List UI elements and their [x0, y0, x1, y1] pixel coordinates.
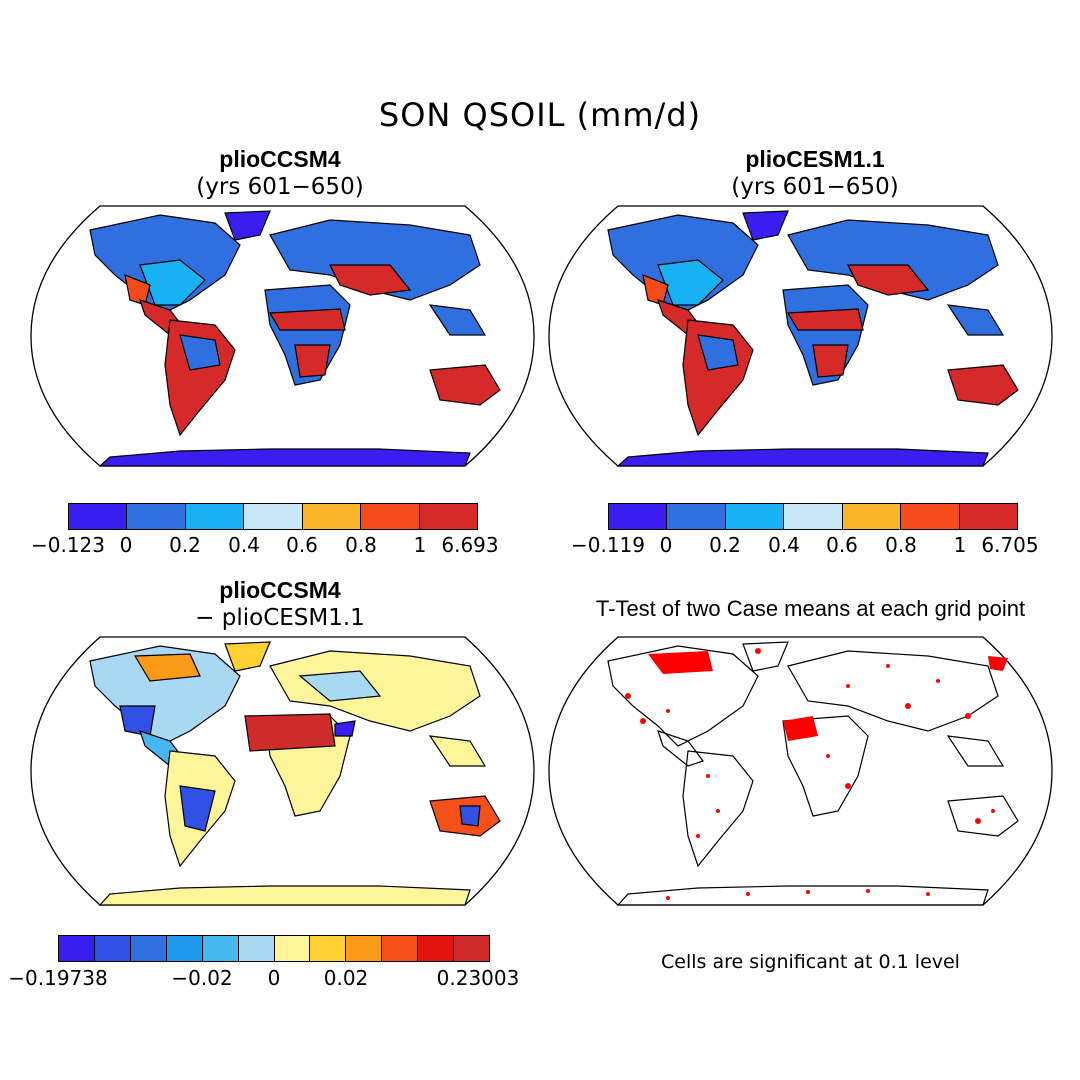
colorbar-swatch	[166, 936, 203, 961]
colorbar-label: 0	[267, 966, 281, 990]
colorbar-label: 0.23003	[436, 966, 520, 990]
colorbar-bl	[58, 935, 490, 962]
colorbar-swatch	[842, 504, 902, 529]
panel-tl-subtitle: (yrs 601−650)	[196, 174, 364, 200]
colorbar-swatch	[59, 936, 95, 961]
colorbar-swatch	[244, 504, 303, 529]
colorbar-label: 0.8	[885, 533, 917, 557]
colorbar-swatch	[185, 504, 245, 529]
panel-bl-subtitle: − plioCESM1.1	[195, 605, 365, 631]
panel-tl-title: plioCCSM4	[219, 146, 341, 172]
colorbar-label: 0.4	[768, 533, 800, 557]
map-tl	[30, 205, 535, 467]
colorbar-swatch	[302, 504, 362, 529]
landmasses	[89, 210, 501, 467]
colorbar-swatch	[238, 936, 275, 961]
colorbar-swatch	[94, 936, 131, 961]
colorbar-label: 0.2	[709, 533, 741, 557]
colorbar-swatch	[346, 936, 383, 961]
colorbar-label: 0.4	[228, 533, 260, 557]
colorbar-label: 1	[413, 533, 427, 557]
panel-tr-subtitle: (yrs 601−650)	[731, 174, 899, 200]
significance-dots	[625, 648, 1008, 900]
panel-bl-title: plioCCSM4	[219, 577, 341, 603]
colorbar-swatch	[959, 504, 1017, 529]
colorbar-swatch	[784, 504, 843, 529]
colorbar-swatch	[901, 504, 960, 529]
colorbar-label: −0.02	[171, 966, 233, 990]
colorbar-label: 0.02	[323, 966, 369, 990]
colorbar-swatch	[310, 936, 347, 961]
colorbar-label: 0.2	[169, 533, 201, 557]
colorbar-swatch	[382, 936, 419, 961]
colorbar-label: −0.119	[570, 533, 646, 557]
panel-br-title: T-Test of two Case means at each grid po…	[595, 596, 1026, 621]
colorbar-swatch	[454, 936, 490, 961]
colorbar-label: −0.123	[30, 533, 106, 557]
colorbar-swatch	[667, 504, 726, 529]
landmasses	[89, 641, 501, 906]
colorbar-swatch	[202, 936, 239, 961]
colorbar-label: 1	[953, 533, 967, 557]
colorbar-swatch	[274, 936, 311, 961]
map-bl	[30, 636, 535, 906]
colorbar-swatch	[127, 504, 186, 529]
colorbar-label: −0.19738	[8, 966, 108, 990]
colorbar-swatch	[130, 936, 167, 961]
colorbar-swatch	[69, 504, 128, 529]
colorbar-tl	[68, 503, 478, 530]
colorbar-label: 0	[659, 533, 673, 557]
map-tr	[548, 205, 1053, 467]
colorbar-swatch	[725, 504, 785, 529]
colorbar-swatch	[361, 504, 420, 529]
colorbar-swatch	[419, 504, 477, 529]
main-title: SON QSOIL (mm/d)	[378, 96, 702, 134]
colorbar-label: 0.6	[826, 533, 858, 557]
colorbar-label: 0.6	[286, 533, 318, 557]
landmasses	[607, 210, 1019, 467]
colorbar-swatch	[609, 504, 668, 529]
colorbar-swatch	[418, 936, 455, 961]
significance-note: Cells are significant at 0.1 level	[661, 951, 960, 973]
colorbar-label: 0.8	[345, 533, 377, 557]
map-br	[548, 636, 1053, 906]
colorbar-label: 6.705	[981, 533, 1039, 557]
colorbar-label: 6.693	[441, 533, 499, 557]
panel-tr-title: plioCESM1.1	[745, 146, 885, 172]
colorbar-tr	[608, 503, 1018, 530]
colorbar-label: 0	[119, 533, 133, 557]
